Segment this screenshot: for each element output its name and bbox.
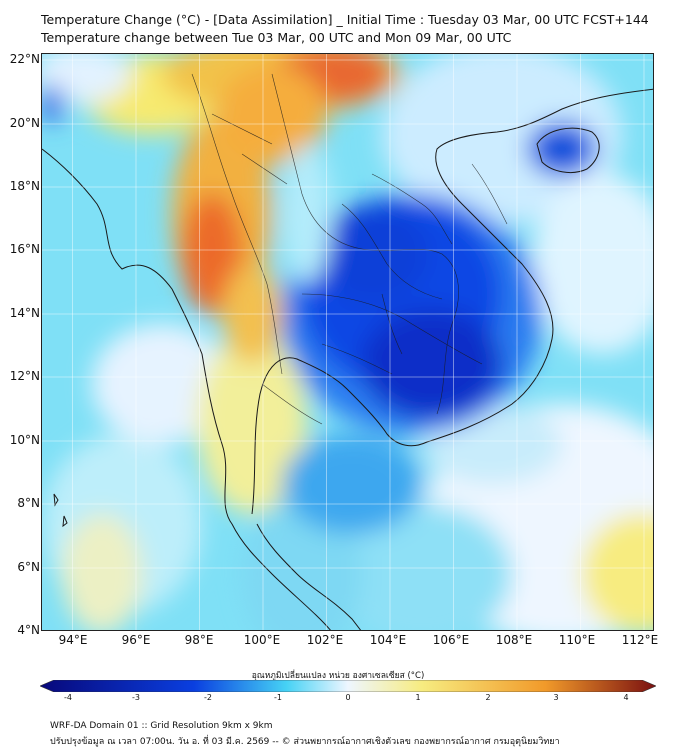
map-subtitle: Temperature change between Tue 03 Mar, 0… xyxy=(41,30,512,45)
cb-tick: 3 xyxy=(553,693,559,702)
lon-label-102e: 102°E xyxy=(306,633,344,647)
lat-label-16n: 16°N xyxy=(9,242,40,256)
colorbar-title: อุณหภูมิเปลี่ยนแปลง หน่วย องศาเซลเซียส (… xyxy=(251,671,425,681)
lat-label-18n: 18°N xyxy=(9,179,40,193)
lon-label-104e: 104°E xyxy=(369,633,407,647)
lon-label-96e: 96°E xyxy=(121,633,151,647)
lon-label-94e: 94°E xyxy=(58,633,88,647)
cb-tick: 2 xyxy=(485,693,491,702)
lat-label-8n: 8°N xyxy=(17,496,40,510)
footer-model-info: WRF-DA Domain 01 :: Grid Resolution 9km … xyxy=(50,721,273,731)
footer-credit: ปรับปรุงข้อมูล ณ เวลา 07:00น. วัน อ. ที่… xyxy=(50,737,560,747)
lat-label-22n: 22°N xyxy=(9,52,40,66)
colorbar xyxy=(40,680,656,692)
lat-label-6n: 6°N xyxy=(17,560,40,574)
lat-label-20n: 20°N xyxy=(9,116,40,130)
lat-label-4n: 4°N xyxy=(17,623,40,637)
lat-label-10n: 10°N xyxy=(9,433,40,447)
lon-label-108e: 108°E xyxy=(495,633,533,647)
temperature-change-map xyxy=(41,53,654,631)
lat-label-14n: 14°N xyxy=(9,306,40,320)
cb-tick: -1 xyxy=(274,693,282,702)
cb-tick: 1 xyxy=(415,693,421,702)
lon-label-98e: 98°E xyxy=(184,633,214,647)
cb-tick: -4 xyxy=(64,693,72,702)
coastlines xyxy=(42,88,653,630)
cb-tick: 4 xyxy=(623,693,629,702)
lon-label-100e: 100°E xyxy=(243,633,281,647)
lon-label-112e: 112°E xyxy=(621,633,659,647)
cb-tick: -3 xyxy=(132,693,140,702)
map-canvas xyxy=(42,54,653,630)
map-title: Temperature Change (°C) - [Data Assimila… xyxy=(41,12,649,27)
cb-tick: -2 xyxy=(204,693,212,702)
cb-tick: 0 xyxy=(345,693,351,702)
lat-label-12n: 12°N xyxy=(9,369,40,383)
lon-label-106e: 106°E xyxy=(432,633,470,647)
graticule xyxy=(42,54,653,630)
temperature-field xyxy=(42,54,653,630)
lon-label-110e: 110°E xyxy=(558,633,596,647)
